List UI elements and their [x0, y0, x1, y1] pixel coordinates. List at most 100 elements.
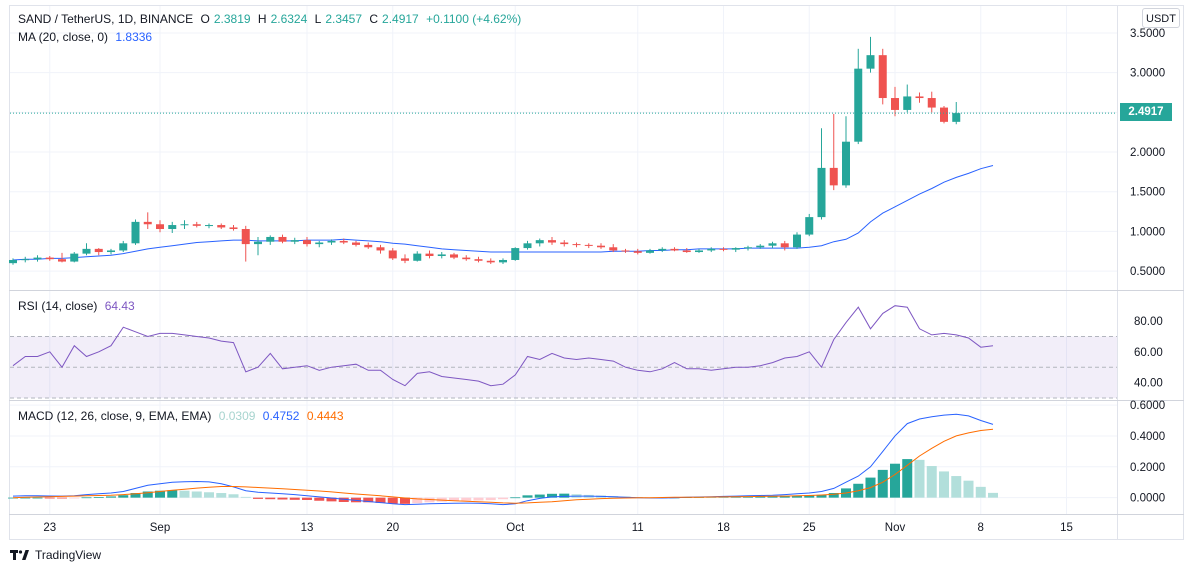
- candle[interactable]: [584, 243, 593, 249]
- candle[interactable]: [131, 219, 140, 245]
- candle-body: [119, 243, 128, 251]
- macd-histogram-bar: [191, 491, 202, 498]
- candle[interactable]: [156, 220, 164, 233]
- candle[interactable]: [548, 236, 556, 245]
- candle[interactable]: [70, 252, 79, 263]
- candle[interactable]: [437, 252, 446, 259]
- candle[interactable]: [486, 258, 495, 264]
- candle[interactable]: [315, 240, 324, 248]
- candle[interactable]: [878, 48, 887, 105]
- candle[interactable]: [829, 113, 838, 191]
- macd-histogram-bar: [988, 492, 998, 498]
- candle[interactable]: [205, 223, 213, 229]
- candle[interactable]: [731, 247, 740, 253]
- candle[interactable]: [817, 128, 826, 220]
- candle[interactable]: [82, 243, 91, 256]
- macd-histogram-bar: [767, 496, 778, 498]
- candle[interactable]: [474, 256, 483, 263]
- candle[interactable]: [646, 248, 654, 254]
- candle[interactable]: [339, 238, 348, 245]
- candle[interactable]: [58, 252, 66, 263]
- candle[interactable]: [364, 242, 373, 249]
- candle[interactable]: [229, 225, 238, 231]
- candle[interactable]: [376, 244, 385, 254]
- candle[interactable]: [388, 248, 397, 260]
- candle[interactable]: [254, 236, 262, 256]
- candle[interactable]: [217, 223, 226, 230]
- candle[interactable]: [707, 247, 716, 253]
- tradingview-footer[interactable]: TradingView: [10, 548, 101, 562]
- candle[interactable]: [9, 258, 17, 265]
- candle[interactable]: [425, 250, 434, 259]
- candle[interactable]: [695, 248, 703, 253]
- candle[interactable]: [805, 213, 814, 237]
- candle[interactable]: [621, 248, 630, 253]
- candle[interactable]: [21, 256, 30, 263]
- candle[interactable]: [535, 238, 544, 247]
- candle[interactable]: [915, 92, 924, 103]
- candle[interactable]: [658, 247, 667, 253]
- candle[interactable]: [891, 86, 899, 117]
- candle[interactable]: [633, 248, 642, 255]
- candle[interactable]: [940, 105, 948, 124]
- candle-body: [927, 98, 936, 108]
- candle[interactable]: [682, 248, 691, 253]
- candle[interactable]: [303, 236, 311, 247]
- candle[interactable]: [33, 255, 42, 262]
- candle[interactable]: [180, 220, 189, 230]
- candle-body: [756, 245, 765, 248]
- candle[interactable]: [241, 225, 250, 262]
- candle[interactable]: [560, 240, 569, 247]
- macd-histogram-bar: [314, 497, 325, 501]
- candle[interactable]: [866, 36, 875, 73]
- candle[interactable]: [266, 235, 275, 245]
- price-tick-label: 1.5000: [1130, 187, 1165, 199]
- candle[interactable]: [462, 255, 471, 261]
- candle[interactable]: [511, 247, 520, 261]
- candle[interactable]: [107, 248, 115, 255]
- macd-histogram-bar: [363, 497, 374, 503]
- ma-legend[interactable]: MA (20, close, 0) 1.8336: [18, 30, 156, 44]
- candle[interactable]: [327, 239, 336, 245]
- candle[interactable]: [450, 252, 458, 260]
- candle[interactable]: [768, 241, 777, 249]
- candle[interactable]: [143, 212, 152, 230]
- candle[interactable]: [192, 221, 201, 228]
- candle[interactable]: [952, 102, 961, 125]
- candle[interactable]: [572, 242, 581, 248]
- candle[interactable]: [780, 240, 789, 251]
- candle[interactable]: [278, 234, 287, 244]
- candle[interactable]: [927, 91, 936, 113]
- candle[interactable]: [401, 254, 409, 264]
- candle[interactable]: [119, 240, 128, 253]
- candle[interactable]: [903, 84, 912, 113]
- macd-histogram-bar: [326, 497, 337, 502]
- candle[interactable]: [523, 240, 532, 250]
- candle[interactable]: [842, 116, 850, 188]
- candle[interactable]: [670, 247, 679, 252]
- candle-body: [866, 55, 875, 69]
- rsi-legend[interactable]: RSI (14, close) 64.43: [18, 299, 139, 313]
- candle[interactable]: [609, 244, 618, 253]
- macd-legend[interactable]: MACD (12, 26, close, 9, EMA, EMA) 0.0309…: [18, 409, 348, 423]
- macd-histogram-bar: [559, 493, 570, 498]
- candle[interactable]: [793, 232, 801, 249]
- candle[interactable]: [719, 247, 728, 252]
- macd-line: [12, 413, 994, 506]
- candle[interactable]: [854, 48, 863, 145]
- macd-histogram-bar: [485, 497, 496, 501]
- candle[interactable]: [352, 240, 360, 247]
- candle[interactable]: [413, 251, 422, 262]
- currency-unit-button[interactable]: USDT: [1142, 8, 1180, 28]
- candle[interactable]: [597, 243, 605, 249]
- macd-histogram-bar: [106, 496, 116, 498]
- candle[interactable]: [756, 244, 765, 249]
- candle[interactable]: [744, 245, 752, 251]
- candle[interactable]: [290, 237, 299, 245]
- candle[interactable]: [499, 258, 507, 264]
- candle[interactable]: [94, 248, 103, 256]
- candle[interactable]: [168, 221, 177, 233]
- candle[interactable]: [45, 256, 54, 261]
